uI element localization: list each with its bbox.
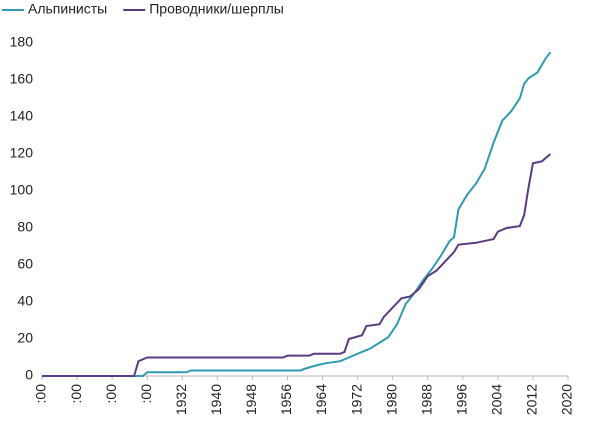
x-tick-label: :00 <box>138 384 154 404</box>
x-tick-label: 2004 <box>489 384 505 415</box>
x-tick-label: 1932 <box>173 384 189 415</box>
x-tick-label: :00 <box>33 384 49 404</box>
y-tick-label: 160 <box>10 71 34 87</box>
y-tick-label: 0 <box>25 367 33 383</box>
x-tick-label: :00 <box>103 384 119 404</box>
x-tick-label: 1956 <box>278 384 294 415</box>
x-tick-label: 1972 <box>348 384 364 415</box>
y-tick-label: 140 <box>10 108 34 124</box>
series-line <box>42 153 552 377</box>
legend-label: Альпинисты <box>28 1 107 17</box>
x-tick-label: 2020 <box>559 384 575 415</box>
series-line <box>42 51 552 377</box>
legend-label: Проводники/шерплы <box>149 1 284 17</box>
x-tick-label: 1964 <box>313 384 329 415</box>
x-tick-label: 1948 <box>243 384 259 415</box>
y-tick-label: 40 <box>17 293 33 309</box>
x-tick-label: 1940 <box>208 384 224 415</box>
y-tick-label: 100 <box>10 182 34 198</box>
y-tick-label: 80 <box>17 219 33 235</box>
y-tick-label: 20 <box>17 330 33 346</box>
y-tick-label: 60 <box>17 256 33 272</box>
x-tick-label: 1988 <box>418 384 434 415</box>
x-tick-label: :00 <box>68 384 84 404</box>
y-tick-label: 180 <box>10 34 34 50</box>
x-tick-label: 2012 <box>524 384 540 415</box>
x-tick-label: 1996 <box>454 384 470 415</box>
y-tick-label: 120 <box>10 145 34 161</box>
x-tick-label: 1980 <box>383 384 399 415</box>
